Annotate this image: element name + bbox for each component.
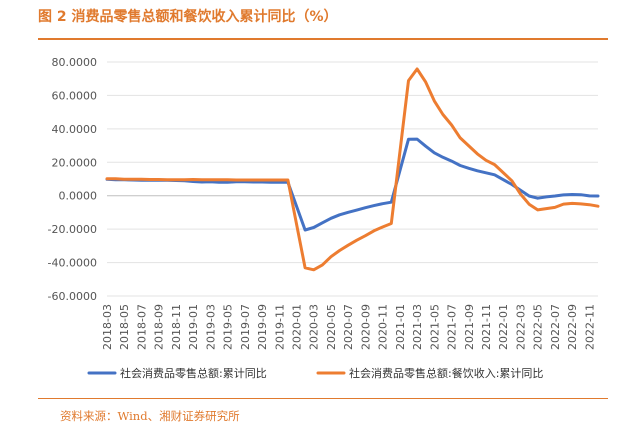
y-tick-label: 0.0000	[59, 190, 98, 203]
y-axis-ticks: 80.0000 60.0000 40.0000 20.0000 0.0000 -20.00…	[48, 56, 97, 303]
x-tick-label: 2022-01	[497, 304, 510, 350]
y-tick-label: 40.0000	[52, 123, 98, 136]
x-tick-label: 2018-11	[170, 304, 183, 350]
catering-revenue-line	[105, 67, 600, 272]
x-tick-label: 2018-03	[101, 304, 114, 350]
x-tick-label: 2018-07	[135, 304, 148, 350]
x-tick-label: 2020-11	[377, 304, 390, 350]
x-tick-label: 2020-07	[342, 304, 355, 350]
x-tick-label: 2019-05	[222, 304, 235, 350]
y-tick-label: 80.0000	[52, 56, 98, 69]
x-tick-label: 2019-03	[204, 304, 217, 350]
x-tick-label: 2020-05	[325, 304, 338, 350]
x-tick-label: 2019-01	[187, 304, 200, 350]
x-tick-label: 2020-09	[359, 304, 372, 350]
y-tick-label: 20.0000	[52, 156, 98, 169]
x-tick-label: 2022-03	[514, 304, 527, 350]
x-tick-label: 2018-09	[153, 304, 166, 350]
y-tick-label: -60.0000	[48, 290, 97, 303]
x-tick-label: 2021-09	[463, 304, 476, 350]
series-lines	[105, 67, 600, 272]
source-rule	[38, 398, 608, 399]
x-tick-label: 2021-01	[394, 304, 407, 350]
line-chart: 80.0000 60.0000 40.0000 20.0000 0.0000 -20.00…	[48, 56, 600, 380]
x-tick-label: 2019-09	[256, 304, 269, 350]
legend-label: 社会消费品零售总额:累计同比	[120, 366, 267, 380]
x-tick-label: 2020-03	[308, 304, 321, 350]
x-tick-label: 2021-07	[446, 304, 459, 350]
figure-title: 图 2 消费品零售总额和餐饮收入累计同比（%）	[38, 9, 338, 25]
x-tick-label: 2021-05	[428, 304, 441, 350]
title-rule	[38, 38, 608, 40]
x-tick-label: 2021-11	[480, 304, 493, 350]
x-tick-label: 2022-05	[532, 304, 545, 350]
x-tick-label: 2019-11	[273, 304, 286, 350]
x-tick-label: 2018-05	[118, 304, 131, 350]
legend-label: 社会消费品零售总额:餐饮收入:累计同比	[349, 366, 543, 380]
x-tick-label: 2022-11	[583, 304, 596, 350]
x-tick-label: 2021-03	[411, 304, 424, 350]
x-tick-label: 2022-07	[549, 304, 562, 350]
x-tick-label: 2020-01	[291, 304, 304, 350]
y-tick-label: -40.0000	[48, 257, 97, 270]
y-tick-label: 60.0000	[52, 89, 98, 102]
source-note: 资料来源：Wind、湘财证券研究所	[60, 409, 240, 423]
x-tick-label: 2022-09	[566, 304, 579, 350]
gridlines	[107, 61, 598, 297]
y-tick-label: -20.0000	[48, 223, 97, 236]
retail-sales-line	[105, 137, 600, 232]
x-axis-ticks: 2018-03 2018-05 2018-07 2018-09 2018-11 2019-…	[101, 304, 596, 350]
legend: 社会消费品零售总额:累计同比 社会消费品零售总额:餐饮收入:累计同比	[87, 366, 543, 380]
x-tick-label: 2019-07	[239, 304, 252, 350]
